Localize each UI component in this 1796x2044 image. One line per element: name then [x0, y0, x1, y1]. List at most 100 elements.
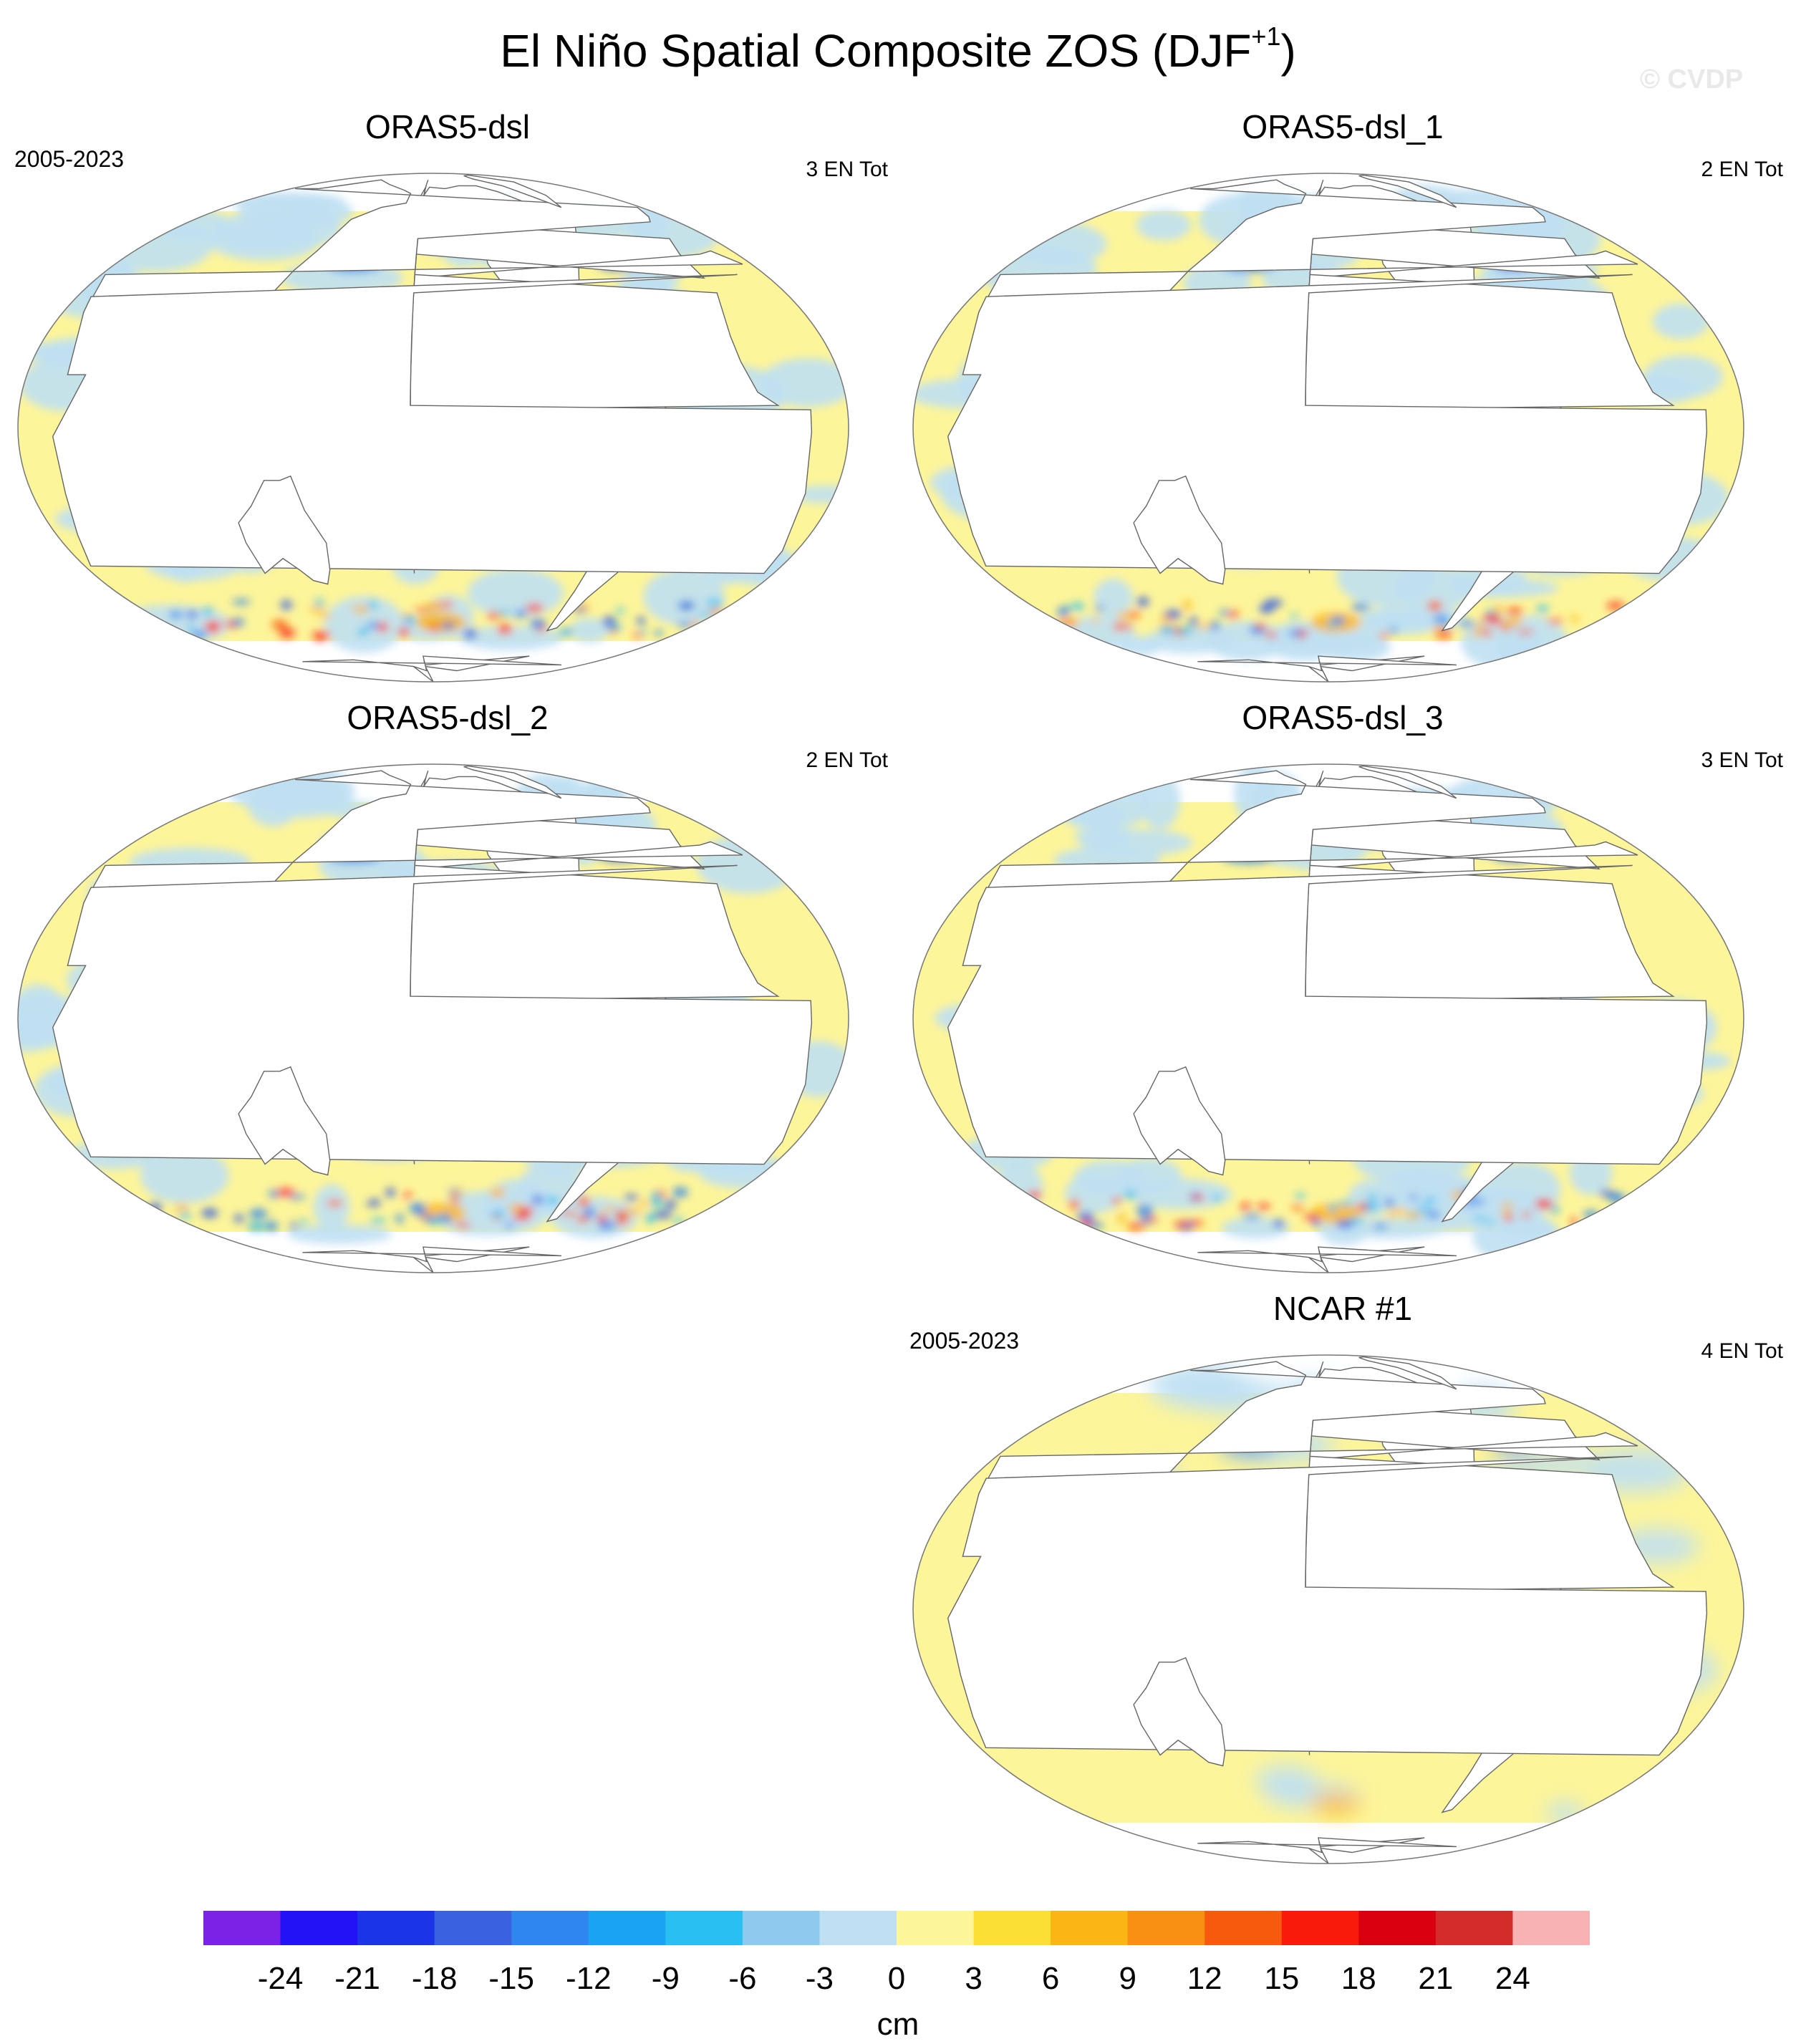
- eddy-patch: [645, 1213, 656, 1223]
- eddy-patch: [440, 622, 455, 629]
- colorbar-box: [1435, 1911, 1514, 1945]
- eddy-patch: [624, 1194, 639, 1201]
- landmass-antarctica: [1197, 1246, 1457, 1273]
- blue-patch: [1139, 773, 1181, 829]
- eddy-patch: [518, 1207, 534, 1215]
- eddy-patch: [529, 619, 546, 629]
- eddy-patch: [1313, 1218, 1321, 1228]
- world-map: [17, 763, 849, 1273]
- eddy-patch: [440, 601, 453, 608]
- eddy-patch: [169, 610, 183, 619]
- colorbar-box: [588, 1911, 666, 1945]
- eddy-patch: [395, 1214, 404, 1224]
- eddy-patch: [1111, 1197, 1121, 1204]
- eddy-patch: [1219, 609, 1231, 616]
- colorbar-box: [1051, 1911, 1129, 1945]
- colorbar-tick-label: -12: [566, 1961, 612, 1996]
- eddy-patch: [1599, 1190, 1615, 1197]
- blue-patch: [1333, 1218, 1447, 1239]
- landmass-africa: [947, 864, 1708, 1165]
- eddy-patch: [412, 1210, 427, 1215]
- eddy-patch: [1348, 1217, 1363, 1224]
- eddy-patch: [265, 1221, 278, 1231]
- eddy-patch: [1490, 619, 1503, 625]
- eddy-patch: [352, 606, 370, 613]
- eddy-patch: [402, 1193, 412, 1198]
- eddy-patch: [276, 1188, 295, 1196]
- eddy-patch: [665, 1200, 677, 1210]
- panel-title: ORAS5-dsl: [364, 108, 531, 145]
- blue-patch: [1144, 627, 1237, 654]
- map-panel-oras5-dsl: ORAS5-dsl 2005-2023 3 EN Tot: [0, 107, 895, 695]
- eddy-patch: [422, 1215, 436, 1222]
- eddy-patch: [1500, 620, 1520, 627]
- eddy-patch: [677, 622, 692, 627]
- eddy-patch: [497, 613, 506, 620]
- eddy-patch: [1076, 1212, 1095, 1221]
- blue-patch: [1263, 621, 1344, 661]
- eddy-patch: [1177, 627, 1194, 635]
- blue-patch: [155, 208, 231, 241]
- landmass-africa: [947, 1455, 1708, 1756]
- eddy-patch: [638, 629, 647, 635]
- eddy-patch: [1190, 1195, 1205, 1200]
- colorbar-box: [203, 1911, 281, 1945]
- eddy-patch: [1404, 1212, 1421, 1219]
- blue-patch: [643, 568, 725, 626]
- eddy-patch: [1328, 1202, 1337, 1213]
- eddy-patch: [1124, 1190, 1136, 1199]
- map-outline: [17, 173, 849, 683]
- landmass-australia: [238, 475, 331, 585]
- eddy-patch: [1517, 630, 1535, 635]
- landmass-australia: [1133, 1066, 1226, 1176]
- eddy-patch: [1481, 630, 1492, 636]
- eddy-patch: [561, 1210, 577, 1216]
- eddy-patch: [598, 1221, 617, 1230]
- map-outline: [912, 763, 1744, 1273]
- eddy-patch: [377, 622, 388, 632]
- colorbar-box: [1358, 1911, 1437, 1945]
- landmass-greenland: [1358, 1356, 1457, 1390]
- colorbar-tick-label: 18: [1341, 1961, 1376, 1996]
- eddy-patch: [309, 607, 324, 612]
- anomaly-region: [1310, 1202, 1361, 1223]
- eddy-patch: [616, 1215, 629, 1225]
- eddy-patch: [576, 1215, 590, 1223]
- blue-patch: [286, 1224, 392, 1245]
- eddy-patch: [1127, 611, 1141, 618]
- colorbar-tick-label: 9: [1119, 1961, 1136, 1996]
- eddy-patch: [385, 1187, 395, 1197]
- world-map: [912, 763, 1744, 1273]
- eddy-patch: [673, 1218, 685, 1224]
- eddy-patch: [1427, 601, 1442, 611]
- eddy-patch: [404, 615, 417, 625]
- eddy-patch: [1136, 597, 1149, 607]
- panel-title: ORAS5-dsl_2: [347, 699, 549, 736]
- anomaly-region: [1310, 1793, 1361, 1814]
- eddy-patch: [201, 1208, 218, 1218]
- colorbar-tick-label: 15: [1264, 1961, 1300, 1996]
- eddy-patch: [1162, 627, 1175, 634]
- eddy-patch: [249, 1209, 268, 1219]
- landmass-australia: [1133, 475, 1226, 585]
- eddy-patch: [1548, 619, 1563, 625]
- period-label: 2005-2023: [14, 146, 125, 172]
- event-count-label: 3 EN Tot: [1701, 748, 1783, 772]
- map-panel-oras5-dsl-2: ORAS5-dsl_2 2 EN Tot: [0, 698, 895, 1286]
- colorbar-box: [973, 1911, 1051, 1945]
- eddy-patch: [1535, 1199, 1553, 1209]
- eddy-patch: [1069, 1199, 1080, 1210]
- colorbar-box: [357, 1911, 435, 1945]
- eddy-patch: [1273, 1219, 1285, 1228]
- colorbar-tick-label: 6: [1041, 1961, 1060, 1996]
- map-outline: [912, 173, 1744, 683]
- blue-patch: [1499, 1218, 1557, 1238]
- eddy-patch: [423, 602, 443, 612]
- eddy-patch: [1607, 602, 1625, 609]
- eddy-patch: [463, 629, 477, 639]
- colorbar-box: [511, 1911, 589, 1945]
- eddy-patch: [1287, 630, 1303, 636]
- blue-patch: [313, 1184, 350, 1230]
- eddy-patch: [1474, 1198, 1485, 1205]
- eddy-patch: [505, 1223, 513, 1229]
